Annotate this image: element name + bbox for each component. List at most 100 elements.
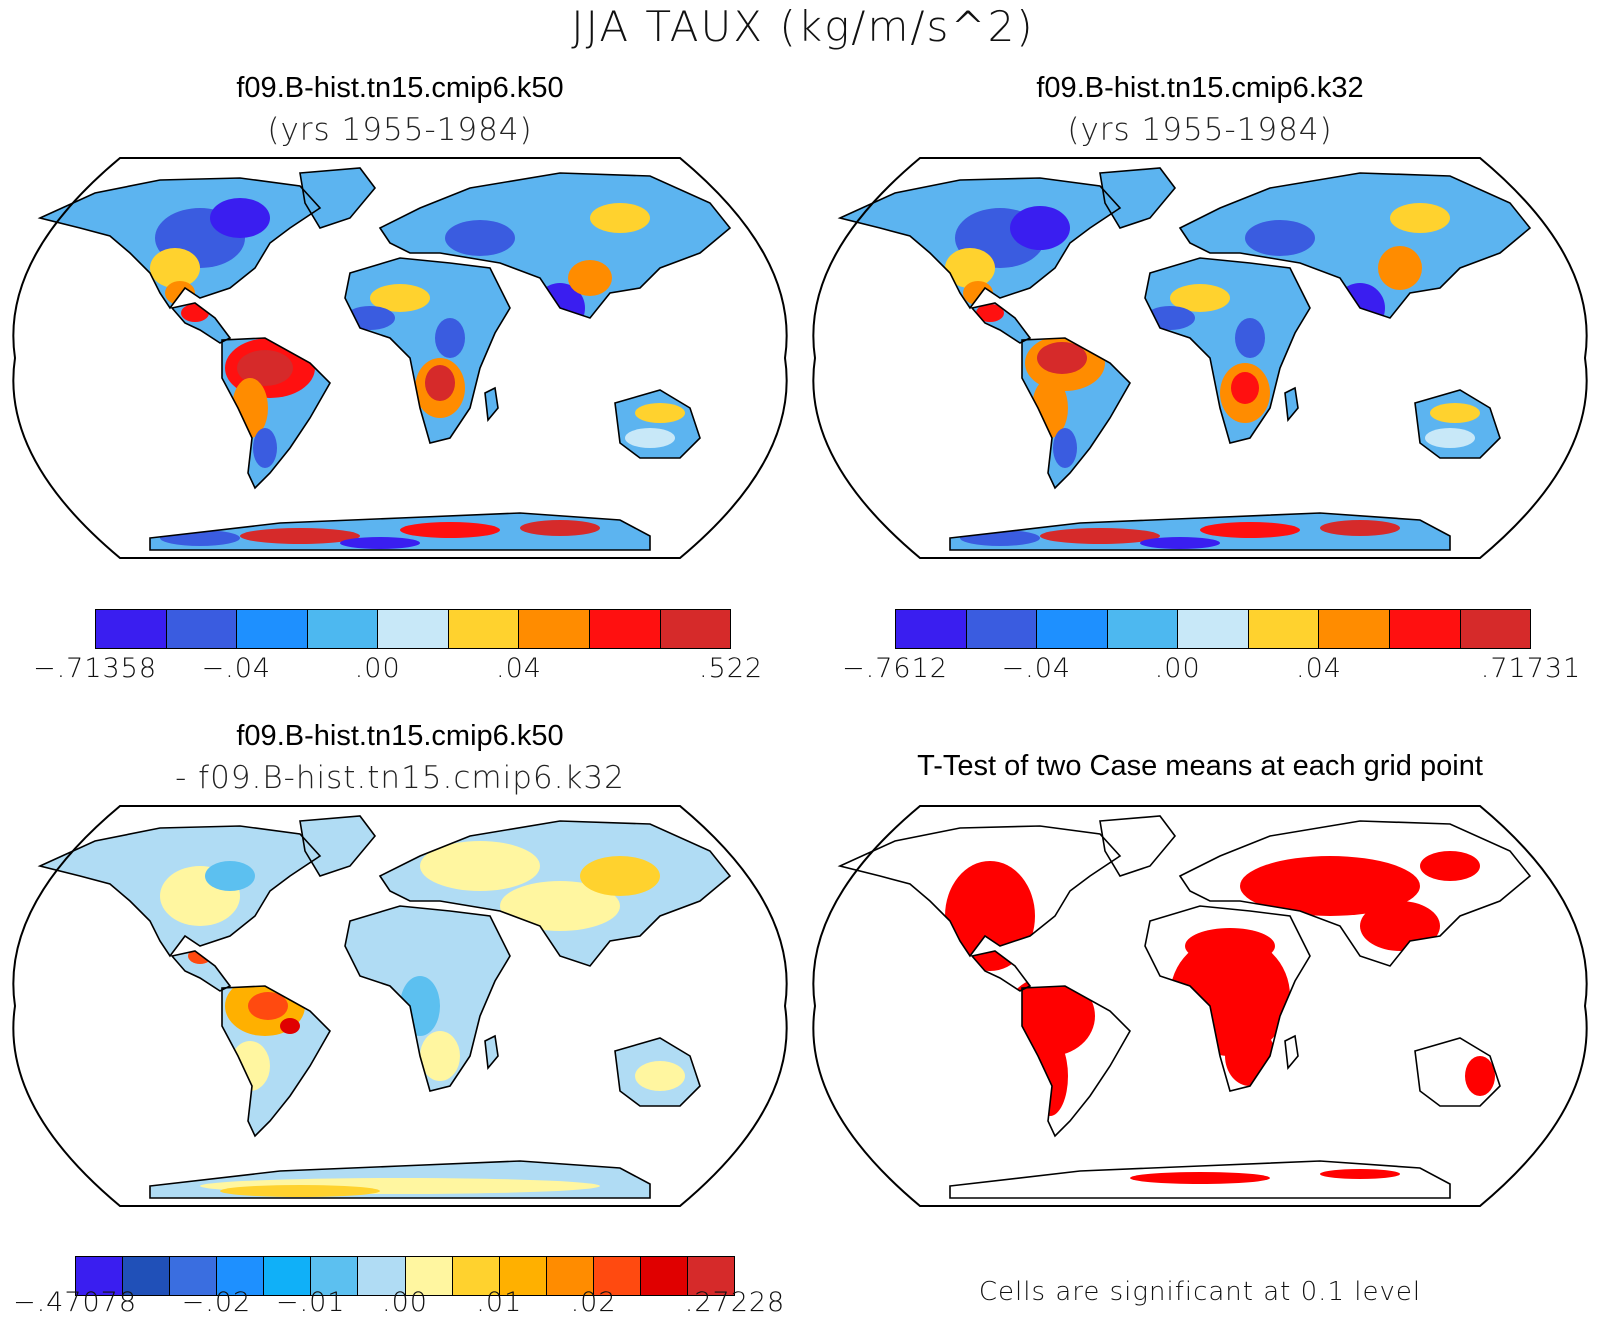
map-panel-2 <box>812 157 1588 559</box>
field-region <box>1145 306 1195 330</box>
field-region <box>340 537 420 549</box>
colorbar-tick-label: .04 <box>496 653 542 684</box>
colorbar-tick-label: −.71358 <box>32 653 158 684</box>
field-region <box>1200 522 1300 538</box>
field-region <box>1235 318 1265 358</box>
colorbar-swatch <box>1178 610 1249 648</box>
field-region <box>220 1185 380 1197</box>
coastline-sa <box>1021 337 1131 490</box>
coastline-af <box>1144 905 1311 1092</box>
significance-note: Cells are significant at 0.1 level <box>978 1277 1422 1307</box>
colorbar-swatch <box>452 1257 500 1295</box>
field-region <box>1037 342 1087 374</box>
coastline-grn <box>1099 815 1177 877</box>
colorbar-swatch <box>237 610 308 648</box>
coastline-mad <box>484 1034 499 1070</box>
colorbar-swatch <box>966 610 1038 648</box>
field-region <box>150 248 200 288</box>
colorbar-swatch <box>123 1257 171 1295</box>
coastline-eu <box>1178 820 1532 967</box>
coastline-af <box>344 257 511 444</box>
colorbar-tick-label: .04 <box>1296 653 1342 684</box>
field-region <box>205 861 255 891</box>
colorbar-swatch <box>405 1257 453 1295</box>
field-region <box>590 203 650 233</box>
coastline-grn <box>299 167 377 229</box>
field-region <box>240 528 360 544</box>
field-region <box>635 403 685 423</box>
colorbar-swatch <box>640 1257 689 1295</box>
field-region <box>1360 901 1440 951</box>
field-region <box>1390 203 1450 233</box>
colorbar-swatch <box>896 610 967 648</box>
field-region <box>1378 246 1422 290</box>
field-region <box>1320 520 1400 536</box>
field-region <box>520 520 600 536</box>
field-region <box>345 306 395 330</box>
field-region <box>976 304 1004 322</box>
map-projection-frame <box>812 805 1588 1207</box>
panel-2-subtitle: (yrs 1955-1984) <box>1067 112 1333 148</box>
coastline-eu <box>378 172 732 319</box>
colorbar-swatch <box>358 1257 406 1295</box>
field-region <box>445 220 515 256</box>
coastline-sa <box>221 985 331 1138</box>
coastline-na <box>37 177 322 310</box>
field-region <box>1010 206 1070 250</box>
colorbar-swatch <box>378 610 449 648</box>
field-region <box>425 365 455 401</box>
coastline-af <box>344 905 511 1092</box>
colorbar-swatch <box>499 1257 547 1295</box>
field-region <box>248 992 288 1020</box>
field-region <box>420 1031 460 1081</box>
colorbar-tick-label: −.01 <box>275 1287 346 1318</box>
coastline-grn <box>299 815 377 877</box>
field-region <box>1040 528 1160 544</box>
coastline-mad <box>484 386 499 422</box>
colorbar-tick-label: −.04 <box>201 653 272 684</box>
colorbar-swatch <box>593 1257 641 1295</box>
colorbar-swatch <box>76 1257 124 1295</box>
colorbar-tick-label: .00 <box>382 1287 428 1318</box>
coastline-au <box>614 1037 701 1107</box>
field-region <box>435 318 465 358</box>
panel-3-subtitle: - f09.B-hist.tn15.cmip6.k32 <box>175 760 625 796</box>
colorbar-swatch <box>311 1257 359 1295</box>
coastline-eu <box>378 820 732 967</box>
colorbar-swatch <box>1107 610 1179 648</box>
field-region <box>253 428 277 468</box>
field-region <box>1430 403 1480 423</box>
colorbar-tick-label: .71731 <box>1480 653 1582 684</box>
coastline-au <box>614 389 701 459</box>
colorbar-tick-label: .27228 <box>684 1287 786 1318</box>
field-region <box>210 198 270 238</box>
field-region <box>400 976 440 1036</box>
field-region <box>237 350 293 386</box>
panel-1-title: f09.B-hist.tn15.cmip6.k50 <box>236 72 564 104</box>
coastline-grn <box>1099 167 1177 229</box>
panel-2-title: f09.B-hist.tn15.cmip6.k32 <box>1036 72 1364 104</box>
colorbar-swatch <box>1389 610 1461 648</box>
colorbar-tick-label: −.47078 <box>12 1287 138 1318</box>
colorbar-swatch <box>96 610 167 648</box>
coastline-ant <box>949 1160 1451 1199</box>
field-region <box>181 304 209 322</box>
panel-3-title: f09.B-hist.tn15.cmip6.k50 <box>236 720 564 752</box>
field-region <box>370 284 430 312</box>
colorbar-tick-label: .00 <box>1154 653 1201 684</box>
map-panel-3 <box>12 805 788 1207</box>
coastline-ant <box>149 1160 651 1199</box>
map-projection-frame <box>12 157 788 559</box>
field-region <box>1140 537 1220 549</box>
colorbar-swatch <box>688 1257 735 1295</box>
colorbar-tick-label: −.7612 <box>842 653 948 684</box>
coastline-ant <box>149 512 651 551</box>
colorbar-swatch <box>546 1257 594 1295</box>
colorbar-swatch <box>660 610 731 648</box>
coastline-au <box>1414 1037 1501 1107</box>
field-region <box>1320 1169 1400 1179</box>
field-region <box>1420 851 1480 881</box>
field-region <box>1425 428 1475 448</box>
coastline-eu <box>1178 172 1532 319</box>
colorbar-swatch <box>519 610 590 648</box>
